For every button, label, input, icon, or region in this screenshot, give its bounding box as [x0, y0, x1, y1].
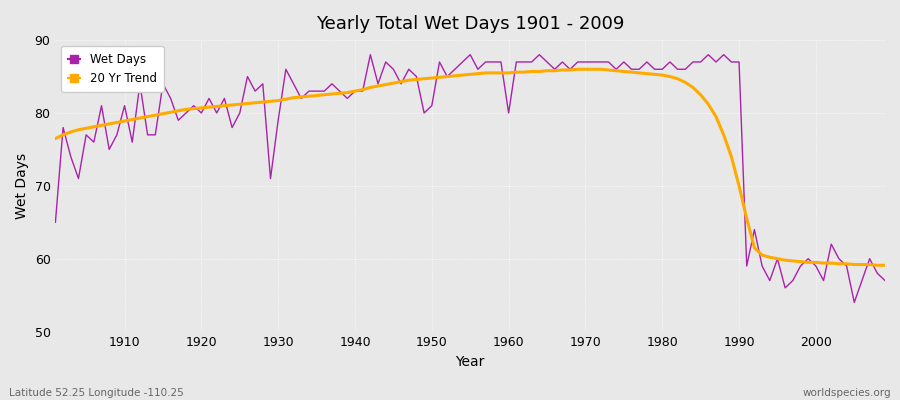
Text: worldspecies.org: worldspecies.org [803, 388, 891, 398]
Text: Latitude 52.25 Longitude -110.25: Latitude 52.25 Longitude -110.25 [9, 388, 184, 398]
Y-axis label: Wet Days: Wet Days [15, 153, 29, 219]
Legend: Wet Days, 20 Yr Trend: Wet Days, 20 Yr Trend [61, 46, 164, 92]
Title: Yearly Total Wet Days 1901 - 2009: Yearly Total Wet Days 1901 - 2009 [316, 15, 625, 33]
X-axis label: Year: Year [455, 355, 485, 369]
